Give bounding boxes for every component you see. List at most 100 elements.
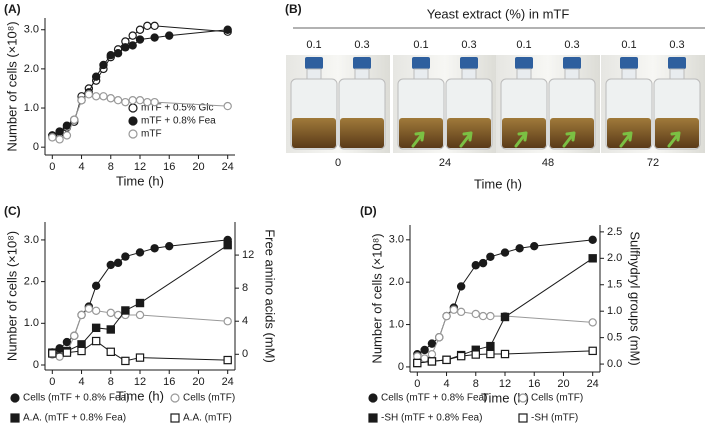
bottle-neck [669,68,685,80]
y-tick-label: 0 [33,141,39,153]
bottle-neck [413,68,429,80]
x-tick-label: 8 [473,378,479,390]
data-point [486,349,495,359]
data-point [91,281,101,290]
data-point [500,312,510,322]
x-tick-label: 0 [49,161,55,173]
bottle-cap [305,57,323,69]
y2-tick-label: 2.0 [607,252,622,264]
data-point [150,97,159,107]
data-point [55,127,64,136]
bottle-cap [353,57,371,69]
data-point [91,72,101,81]
data-point [486,252,495,261]
x-tick-label: 16 [163,376,175,388]
concentration-label: 0.3 [669,39,684,51]
x-tick-label: 12 [134,161,146,173]
x-tick-label: 0 [49,376,55,388]
data-point [435,333,444,342]
legend-marker [170,393,180,403]
x-tick-label: 12 [134,376,146,388]
y-tick-label: 0 [33,359,39,371]
data-point [135,298,145,308]
arrow [514,131,528,148]
data-point [91,336,101,346]
data-point [150,21,159,31]
data-point [165,241,174,251]
data-point [135,95,145,105]
y2-tick-label: 2.5 [607,226,622,238]
bottle-neck [306,68,322,80]
data-point [106,260,115,270]
y2-tick-label: 0.5 [607,332,622,344]
data-point [128,95,137,105]
legend-label: -SH (mTF) [531,413,578,424]
concentration-label: 0.1 [621,39,636,51]
legend-label: Cells (mTF + 0.8% Fea) [381,393,487,404]
x-tick-label: 24 [222,376,234,388]
data-point [588,254,597,263]
data-point [128,41,137,50]
series-line [417,257,593,364]
legend-marker [10,413,20,423]
concentration-label: 0.3 [354,39,369,51]
data-point [471,261,480,270]
x-axis-label: Time (h) [116,388,164,403]
data-point [121,306,130,315]
y2-axis-label: Sulfhydryl groups (mM) [628,231,643,365]
bottle-neck [354,68,370,80]
data-point [143,21,152,31]
data-point [223,25,232,34]
bottle-cap [460,57,478,69]
data-point [84,304,94,313]
concentration-label: 0.3 [564,39,579,51]
legend-label: mTF + 0.5% Glc [141,103,214,114]
data-point [48,349,57,358]
x-tick-label: 24 [587,378,599,390]
data-point [106,325,115,334]
y2-tick-label: 0.0 [607,358,622,370]
x-tick-label: 4 [78,161,84,173]
data-point [486,341,495,351]
data-point [62,348,72,357]
bottle-neck [516,68,532,80]
data-point [588,318,597,327]
x-tick-label: 20 [557,378,569,390]
data-point [478,258,488,268]
x-tick-label: 16 [163,161,175,173]
x-tick-label: 4 [443,378,449,390]
y-tick-label: 1.0 [389,318,404,330]
data-point [113,49,123,58]
data-point [99,60,108,70]
y2-tick-label: 1.0 [607,305,622,317]
data-point [121,97,130,107]
data-point [471,350,480,359]
data-point [449,305,459,314]
arrow [562,131,576,148]
y-tick-label: 2.0 [24,63,39,75]
y2-axis-label: Free amino acids (mM) [263,229,278,363]
data-point [413,358,422,368]
data-point [515,244,524,253]
data-point [478,311,488,321]
y2-tick-label: 1.5 [607,279,622,291]
time-label: 0 [335,157,341,169]
bottle-liquid [340,118,384,148]
panel-label: (B) [285,2,302,16]
y-tick-label: 1.0 [24,102,39,114]
x-tick-label: 24 [222,161,234,173]
data-point [106,50,115,60]
legend-marker [170,413,180,423]
data-point [588,235,597,245]
x-tick-label: 12 [499,378,511,390]
x-tick-label: 0 [414,378,420,390]
y2-tick-label: 12 [242,249,254,261]
data-point [150,244,159,253]
concentration-label: 0.1 [516,39,531,51]
series-line [52,239,228,353]
y-tick-label: 3.0 [24,234,39,246]
data-point [442,355,451,365]
data-point [442,311,451,321]
data-point [128,31,137,40]
